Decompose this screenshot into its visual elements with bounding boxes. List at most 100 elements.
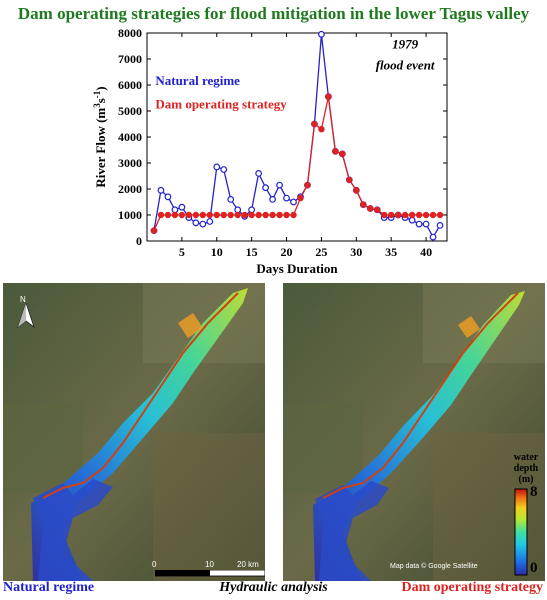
- point-natural-5: [178, 203, 186, 211]
- y-tick-label-0: 0: [136, 234, 142, 248]
- point-natural-7: [192, 219, 200, 227]
- point-dam-30: [353, 187, 360, 194]
- point-dam-7: [192, 211, 200, 219]
- point-natural-8: [199, 220, 207, 228]
- map-natural-regime: [3, 283, 265, 581]
- point-dam-25: [318, 125, 325, 133]
- x-tick-label-20: 20: [281, 245, 293, 259]
- point-dam-35: [387, 211, 395, 219]
- y-tick-label-8000: 8000: [118, 26, 142, 40]
- point-dam-22: [297, 194, 304, 202]
- y-tick-label-4000: 4000: [118, 130, 142, 144]
- point-natural-42: [436, 221, 444, 229]
- y-tick-label-5000: 5000: [118, 104, 142, 118]
- legend-dam: Dam operating strategy: [155, 96, 287, 111]
- legend-natural: Natural regime: [155, 73, 240, 88]
- scale-label-20: 20 km: [237, 560, 259, 569]
- flow-chart: 5 10 15 20 25 30 35 40 0 1000 2000 3000 4000 5000 6000…: [92, 26, 448, 276]
- colorbar: [514, 488, 528, 576]
- point-dam-41: [429, 211, 437, 219]
- colorbar-title-line1: water: [513, 452, 539, 463]
- colorbar-min-label: 0: [530, 560, 538, 576]
- point-dam-33: [374, 206, 381, 213]
- point-natural-38: [408, 216, 416, 224]
- annotation-event: flood event: [376, 57, 435, 72]
- point-natural-10: [213, 163, 221, 171]
- point-dam-4: [171, 211, 179, 219]
- point-dam-10: [213, 211, 220, 219]
- point-dam-1: [150, 227, 158, 234]
- map-dam-strategy: [283, 283, 545, 581]
- point-dam-23: [304, 181, 311, 189]
- point-dam-26: [325, 93, 332, 100]
- scale-bar: [155, 570, 265, 577]
- point-dam-42: [436, 211, 444, 219]
- y-tick-label-2000: 2000: [118, 182, 142, 196]
- north-label: N: [20, 295, 26, 304]
- y-tick-label-6000: 6000: [118, 78, 142, 92]
- point-dam-28: [339, 150, 346, 158]
- colorbar-title-line3: (m): [518, 474, 534, 485]
- map-attribution: Map data © Google Satellite: [390, 563, 478, 570]
- point-natural-3: [164, 193, 172, 201]
- point-natural-4: [171, 206, 179, 214]
- hydraulic-analysis-label: Hydraulic analysis: [219, 580, 328, 595]
- point-dam-14: [241, 211, 248, 219]
- point-dam-31: [360, 201, 367, 208]
- x-axis-label: Days Duration: [256, 261, 338, 276]
- point-natural-39: [415, 220, 423, 228]
- point-dam-39: [415, 211, 423, 219]
- point-dam-32: [367, 205, 374, 212]
- colorbar-title-line2: depth: [513, 463, 539, 474]
- y-tick-label-3000: 3000: [118, 156, 142, 170]
- point-dam-19: [276, 211, 283, 219]
- point-dam-37: [401, 211, 409, 219]
- point-natural-20: [283, 194, 290, 202]
- point-dam-17: [262, 211, 269, 219]
- point-natural-21: [290, 198, 297, 206]
- point-natural-2: [157, 186, 165, 194]
- point-natural-15: [248, 206, 256, 214]
- point-dam-27: [332, 148, 339, 155]
- point-natural-11: [220, 166, 228, 173]
- point-dam-12: [227, 211, 234, 219]
- point-dam-9: [206, 211, 213, 219]
- point-natural-25: [318, 30, 325, 38]
- point-dam-38: [408, 211, 416, 219]
- point-dam-15: [248, 211, 255, 219]
- point-dam-18: [269, 211, 276, 219]
- point-natural-9: [206, 218, 214, 225]
- annotation-year: 1979: [392, 37, 419, 52]
- point-dam-16: [255, 211, 262, 219]
- scale-label-0: 0: [152, 560, 157, 569]
- y-axis-label: River Flow (m3s-1): [92, 86, 108, 187]
- point-natural-19: [276, 181, 283, 189]
- point-dam-2: [157, 211, 165, 219]
- point-dam-24: [311, 120, 318, 128]
- x-tick-label-5: 5: [179, 245, 185, 259]
- point-dam-40: [422, 211, 430, 219]
- point-natural-18: [269, 195, 276, 203]
- page-title: Dam operating strategies for flood mitig…: [17, 4, 530, 23]
- x-tick-label-40: 40: [420, 245, 432, 259]
- natural-regime-label: Natural regime: [3, 580, 95, 595]
- y-tick-label-1000: 1000: [118, 208, 142, 222]
- north-arrow-icon: [17, 303, 35, 329]
- colorbar-max-label: 8: [530, 484, 538, 500]
- point-dam-13: [234, 211, 241, 219]
- point-dam-36: [394, 211, 402, 219]
- dam-strategy-label: Dam operating strategy: [401, 580, 543, 595]
- point-dam-29: [346, 176, 353, 184]
- point-natural-16: [255, 169, 263, 177]
- point-dam-20: [283, 211, 290, 219]
- point-dam-5: [178, 211, 186, 219]
- map-dam-svg: [283, 283, 545, 581]
- point-dam-8: [199, 211, 207, 219]
- scale-label-10: 10: [205, 560, 214, 569]
- point-dam-3: [164, 211, 172, 219]
- point-natural-13: [234, 206, 242, 214]
- point-natural-41: [429, 233, 437, 241]
- x-tick-label-15: 15: [246, 245, 258, 259]
- map-natural-svg: [3, 283, 265, 581]
- point-dam-34: [381, 211, 388, 219]
